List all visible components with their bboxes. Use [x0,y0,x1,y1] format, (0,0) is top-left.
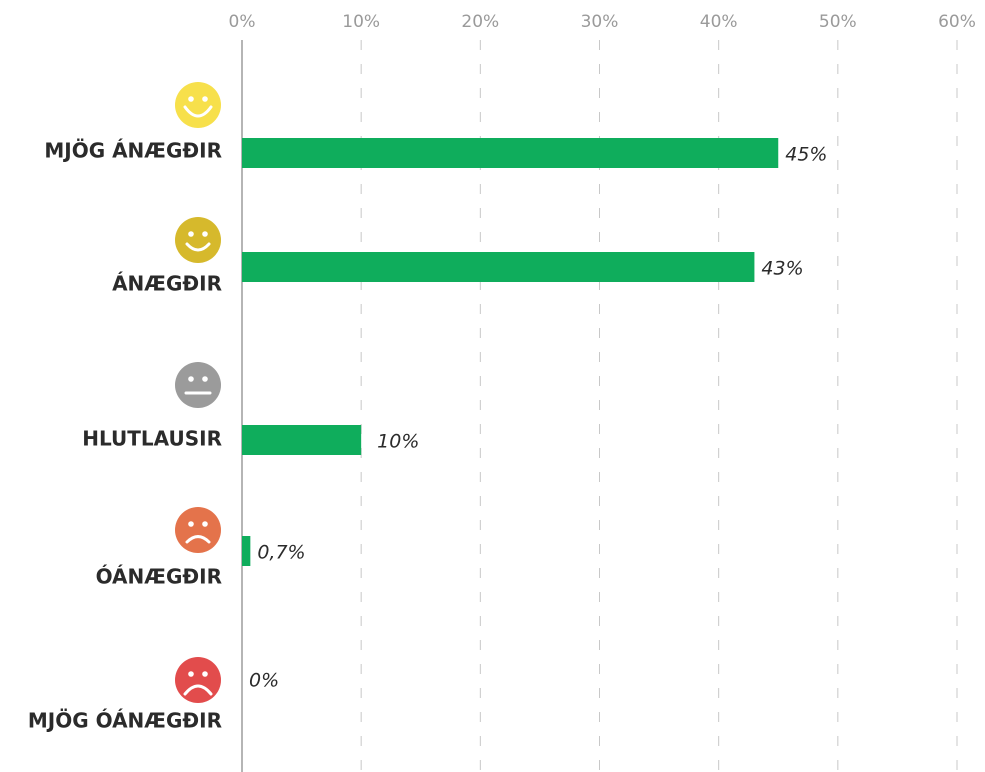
bar [242,536,251,566]
bar [242,252,755,282]
value-label: 45% [785,144,827,166]
category-label: ÓÁNÆGÐIR [96,565,222,589]
x-tick-label: 10% [342,12,380,32]
x-tick-label: 0% [229,12,256,32]
x-tick-label: 30% [581,12,619,32]
face-circle [175,217,221,263]
value-label: 0,7% [257,542,305,564]
x-tick-label: 50% [819,12,857,32]
face-circle [175,507,221,553]
eye [202,96,208,102]
x-tick-label: 40% [700,12,738,32]
category-label: MJÖG ÓÁNÆGÐIR [28,709,222,733]
eye [202,376,208,382]
x-tick-label: 20% [461,12,499,32]
face-icon [175,362,221,408]
value-label: 0% [249,670,279,692]
eye [188,231,194,237]
face-icon [175,82,221,128]
x-tick-label: 60% [938,12,976,32]
face-circle [175,362,221,408]
category-label: MJÖG ÁNÆGÐIR [44,139,222,163]
eye [202,671,208,677]
value-label: 10% [377,431,419,453]
mouth [183,684,213,696]
eye [188,376,194,382]
eye [202,231,208,237]
eye [188,96,194,102]
bar [242,138,779,168]
category-label: ÁNÆGÐIR [112,272,222,296]
value-label: 43% [761,258,803,280]
eye [188,521,194,527]
face-circle [175,82,221,128]
eye [202,521,208,527]
mouth [183,105,213,118]
eye [188,671,194,677]
bar [242,425,362,455]
face-icon [175,657,221,703]
mouth [185,242,211,252]
face-icon [175,217,221,263]
mouth [185,535,211,544]
category-label: HLUTLAUSIR [82,427,222,451]
face-icon [175,507,221,553]
face-circle [175,657,221,703]
